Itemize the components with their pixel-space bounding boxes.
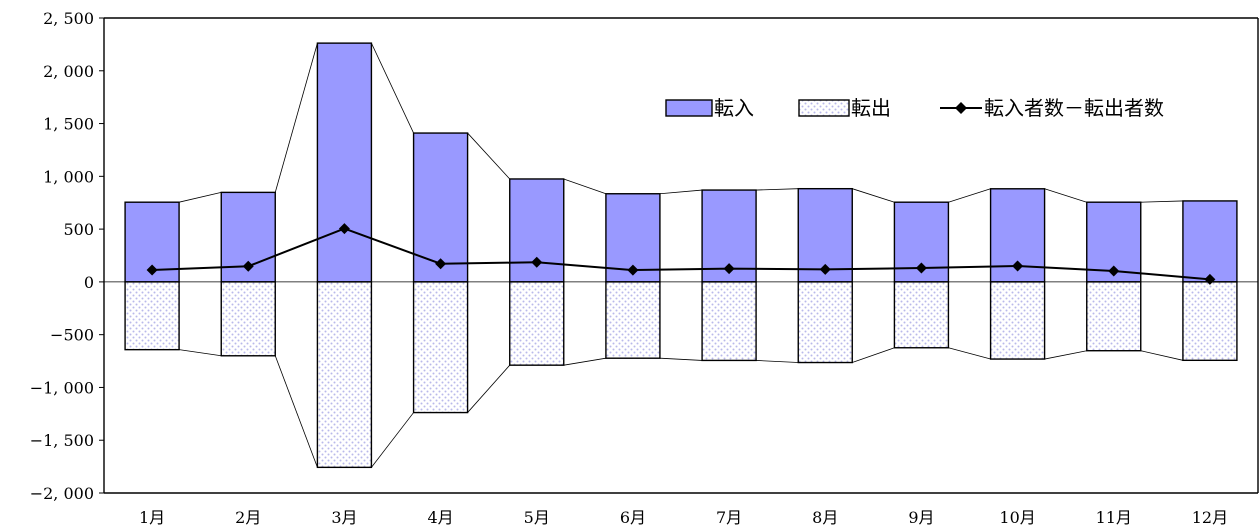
x-tick-label: 6月 [620,508,646,527]
net-point [242,260,254,272]
net-line-series [146,223,1216,285]
inflow-connector-line [948,188,991,203]
legend-label-net: 転入者数－転出者数 [984,96,1164,120]
legend-marker-net [955,102,967,114]
outflow-connector-line [756,360,799,363]
inflow-connector-line [178,191,222,203]
inflow-connector-line [1044,188,1087,203]
net-point [531,256,543,268]
x-tick-label: 8月 [812,508,838,527]
x-tick-label: 5月 [524,508,550,527]
outflow-bar [1182,281,1238,362]
outflow-bar [1086,281,1142,352]
outflow-bar [220,281,276,357]
outflow-connector-line [1044,350,1087,360]
y-tick-label: 1, 500 [43,115,94,134]
axes [103,17,1259,494]
outflow-connector-line [659,357,703,361]
x-tick-label: 7月 [716,508,742,527]
x-tick-label: 9月 [908,508,934,527]
y-tick-label: 2, 500 [43,9,94,28]
tick-labels: 2, 500 2, 000 1, 500 1, 000 500 0 −500 −1, 000 −… [30,9,1228,527]
inflow-connector-line [756,188,799,191]
net-point [1108,265,1120,277]
net-point [819,263,831,275]
outflow-connector-line [179,349,222,357]
inflow-connector-line [274,43,318,193]
outflow-connector-line [563,357,606,366]
outflow-bar [797,281,853,364]
legend-label-outflow: 転出 [851,96,891,120]
x-tick-label: 3月 [331,508,357,527]
net-point [627,264,639,276]
outflow-bar [605,281,661,359]
outflow-bar [412,281,469,414]
net-point [723,263,735,275]
outflow-connector-line [948,347,991,360]
y-tick-label: −2, 000 [30,484,94,503]
y-tick-label: −1, 500 [30,431,94,450]
inflow-connector-line [1140,200,1183,203]
y-tick-label: −500 [50,326,94,345]
legend: 転入 転出 転入者数－転出者数 [665,96,1164,120]
y-tick-label: 1, 000 [43,167,94,186]
inflow-connector-line [659,189,703,195]
inflow-connector-line [852,188,895,203]
legend-label-inflow: 転入 [714,96,754,120]
x-tick-label: 11月 [1096,508,1132,527]
connector-lines [178,42,1184,468]
outflow-bar [124,281,180,351]
net-line [152,227,1211,281]
inflow-connector-line [563,178,607,195]
outflow-bar [316,281,373,469]
net-point [1012,260,1024,272]
net-point [1204,273,1216,285]
outflow-connector-line [1140,350,1184,361]
legend-swatch-outflow [798,99,850,117]
x-tick-label: 4月 [427,508,453,527]
inflow-bar [1182,200,1238,283]
y-tick-label: 500 [63,220,94,239]
outflow-connector-line [467,364,511,413]
outflow-connector-line [274,355,318,468]
inflow-bar [316,42,373,283]
x-tick-label: 2月 [235,508,261,527]
y-tick-label: −1, 000 [30,378,94,397]
y-tick-label: 0 [84,273,94,292]
x-tick-label: 12月 [1192,508,1228,527]
net-point [435,258,447,270]
net-point [146,264,158,276]
legend-swatch-inflow [665,99,713,117]
bars [124,42,1238,469]
outflow-connector-line [852,347,895,363]
outflow-bar [989,281,1046,360]
outflow-connector-line [371,412,414,468]
y-tick-label: 2, 000 [43,62,94,81]
outflow-bar [509,281,565,366]
x-tick-label: 10月 [999,508,1035,527]
outflow-bar [893,281,950,349]
inflow-connector-line [467,132,511,180]
net-point [915,262,927,274]
net-point [338,223,350,235]
outflow-bar [701,281,757,362]
inflow-connector-line [371,42,414,134]
x-tick-label: 1月 [139,508,165,527]
